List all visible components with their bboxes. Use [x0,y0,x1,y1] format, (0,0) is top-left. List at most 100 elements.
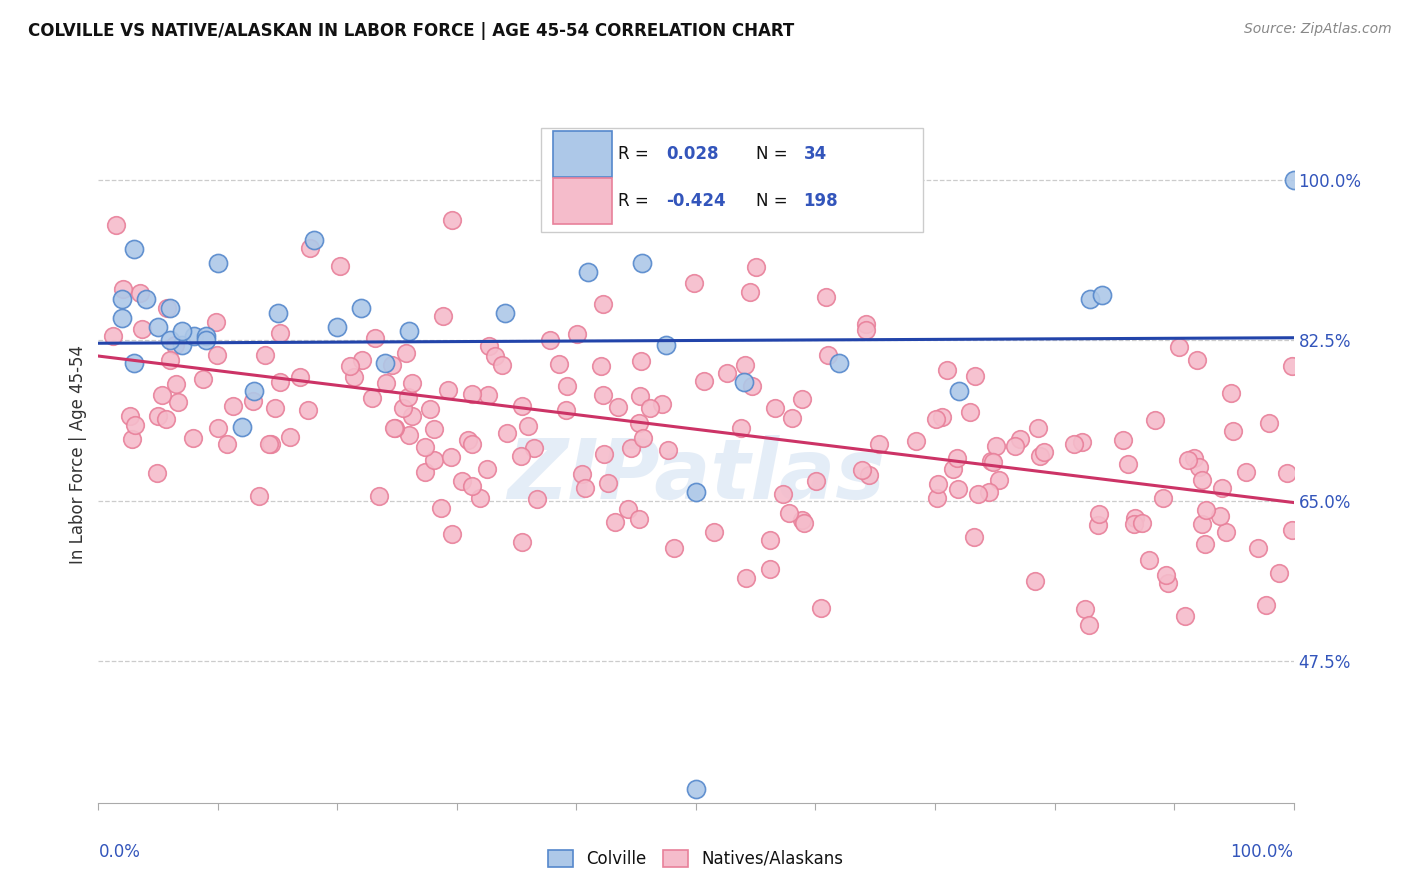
Text: N =: N = [756,193,793,211]
Point [967,487,990,501]
Point [398,428,420,442]
Point [1152,491,1174,505]
Point [451,474,474,488]
Point [963,369,986,384]
Point [343,370,366,384]
Point [269,326,291,341]
Point [962,530,984,544]
Point [1074,602,1097,616]
Point [763,401,786,416]
Point [437,383,460,397]
Point [628,388,651,402]
Point [1091,287,1114,301]
Point [423,453,446,467]
Point [607,401,630,415]
Point [1004,439,1026,453]
Point [419,402,441,417]
Point [1063,437,1085,451]
Text: 0.0%: 0.0% [98,843,141,861]
Point [979,484,1001,499]
Point [1268,566,1291,580]
Point [172,324,194,338]
Point [124,356,146,370]
Point [603,515,626,529]
Point [946,451,969,466]
Point [413,440,436,454]
FancyBboxPatch shape [553,178,613,224]
Point [112,282,135,296]
Point [1137,553,1160,567]
Point [221,399,243,413]
Point [368,489,391,503]
Point [1184,450,1206,465]
Point [101,328,124,343]
Point [150,388,173,402]
Point [851,463,873,477]
Point [1188,460,1211,475]
Point [1157,576,1180,591]
Point [925,412,948,426]
Point [257,437,280,451]
Point [734,358,756,372]
Point [592,447,614,461]
Point [1185,353,1208,368]
Point [657,442,679,457]
Point [172,338,194,352]
Point [494,306,516,320]
Point [631,432,654,446]
Point [1028,421,1050,435]
Point [207,255,229,269]
Point [565,326,588,341]
Text: N =: N = [756,145,793,163]
Point [329,259,352,273]
Point [460,387,482,401]
Point [243,384,266,398]
Point [159,353,181,368]
Point [395,346,418,360]
Point [651,397,673,411]
Point [124,242,146,256]
Point [946,482,969,496]
Point [868,437,890,451]
Point [148,319,170,334]
Point [1247,541,1270,555]
Point [817,348,839,362]
Point [167,395,190,409]
Point [703,524,725,539]
Point [810,601,832,615]
Point [735,571,758,585]
Point [627,416,650,430]
Point [758,533,780,547]
Point [146,467,169,481]
Point [620,441,643,455]
Point [655,338,678,352]
Point [207,348,229,362]
Point [111,310,134,325]
Point [430,501,453,516]
Point [685,782,707,797]
Point [904,434,927,448]
Point [1282,173,1305,187]
Point [191,371,214,385]
Text: COLVILLE VS NATIVE/ALASKAN IN LABOR FORCE | AGE 45-54 CORRELATION CHART: COLVILLE VS NATIVE/ALASKAN IN LABOR FORC… [28,22,794,40]
Point [858,467,880,482]
Point [662,541,685,556]
Point [628,512,651,526]
Point [806,474,828,488]
Point [205,316,228,330]
Point [1123,517,1146,532]
Point [396,390,419,404]
Point [475,462,498,476]
Point [478,339,501,353]
Point [744,260,766,274]
Point [988,473,1011,487]
Text: 34: 34 [804,145,827,163]
Point [592,388,614,402]
Point [1194,537,1216,551]
Point [855,317,877,331]
Point [1156,568,1178,582]
Point [374,376,396,391]
Point [1168,340,1191,354]
Point [1215,525,1237,540]
Point [423,422,446,436]
